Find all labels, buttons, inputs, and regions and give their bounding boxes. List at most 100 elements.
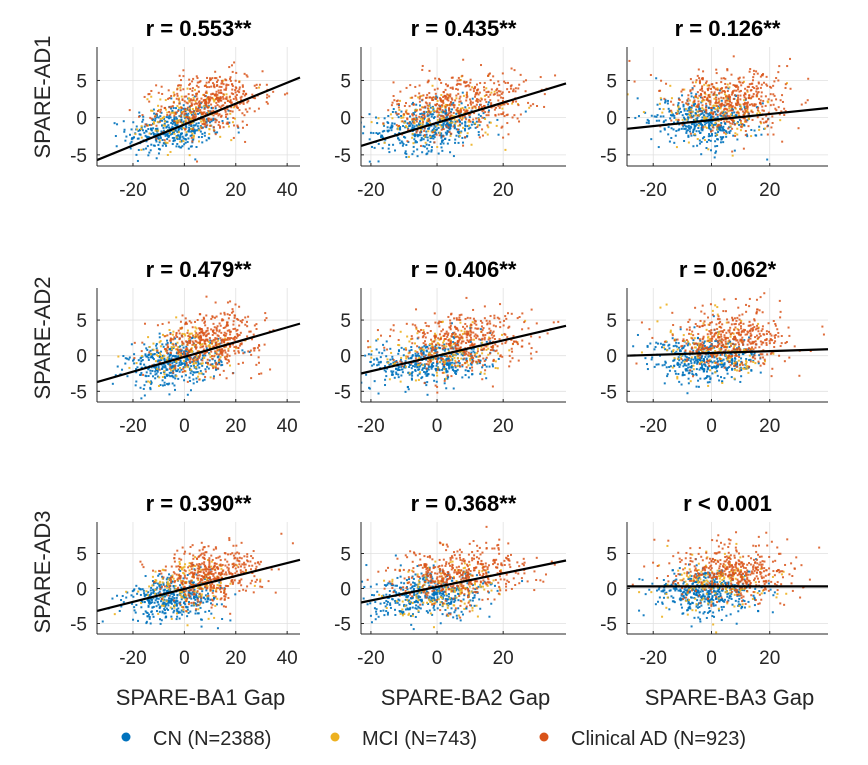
scatter-point-ad [726, 68, 729, 71]
scatter-point-ad [557, 320, 560, 323]
scatter-point-cn [432, 374, 435, 377]
scatter-point-cn [176, 143, 179, 146]
scatter-point-mci [207, 340, 210, 343]
scatter-point-ad [229, 110, 232, 113]
scatter-point-ad [200, 328, 203, 331]
scatter-point-ad [191, 117, 194, 120]
scatter-point-cn [395, 367, 398, 370]
scatter-point-mci [193, 336, 196, 339]
scatter-point-cn [387, 129, 390, 132]
scatter-point-mci [412, 142, 415, 145]
scatter-point-ad [202, 112, 205, 115]
scatter-point-cn [432, 113, 435, 116]
scatter-point-mci [178, 97, 181, 100]
scatter-point-ad [728, 98, 731, 101]
scatter-point-cn [141, 129, 144, 132]
scatter-point-ad [465, 296, 468, 299]
scatter-point-ad [204, 112, 207, 115]
scatter-point-mci [454, 359, 457, 362]
scatter-point-ad [742, 147, 745, 150]
scatter-point-cn [177, 364, 180, 367]
scatter-point-cn [161, 124, 164, 127]
scatter-point-ad [233, 336, 236, 339]
scatter-point-mci [197, 375, 200, 378]
scatter-point-cn [429, 106, 432, 109]
scatter-point-ad [206, 358, 209, 361]
scatter-point-mci [180, 95, 183, 98]
scatter-point-ad [219, 352, 222, 355]
scatter-point-cn [146, 349, 149, 352]
scatter-point-ad [784, 86, 787, 89]
scatter-point-ad [450, 97, 453, 100]
scatter-point-ad [204, 335, 207, 338]
scatter-point-ad [223, 331, 226, 334]
points-layer [111, 295, 275, 400]
scatter-point-ad [219, 312, 222, 315]
scatter-point-ad [718, 92, 721, 95]
scatter-point-mci [421, 118, 424, 121]
scatter-point-ad [507, 133, 510, 136]
scatter-point-cn [666, 102, 669, 105]
scatter-point-ad [415, 109, 418, 112]
scatter-point-cn [212, 375, 215, 378]
scatter-point-mci [428, 105, 431, 108]
scatter-point-cn [144, 374, 147, 377]
scatter-point-cn [636, 97, 639, 100]
scatter-point-ad [705, 109, 708, 112]
scatter-point-mci [222, 79, 225, 82]
scatter-point-cn [180, 362, 183, 365]
scatter-point-cn [166, 341, 169, 344]
scatter-point-cn [165, 343, 168, 346]
scatter-point-ad [503, 115, 506, 118]
scatter-point-cn [760, 133, 763, 136]
scatter-point-ad [498, 94, 501, 97]
scatter-point-ad [234, 95, 237, 98]
scatter-point-ad [469, 120, 472, 123]
scatter-point-cn [710, 109, 713, 112]
scatter-point-ad [689, 78, 692, 81]
scatter-point-cn [442, 110, 445, 113]
scatter-point-mci [209, 376, 212, 379]
scatter-point-cn [155, 365, 158, 368]
scatter-point-ad [774, 107, 777, 110]
scatter-point-ad [222, 349, 225, 352]
scatter-point-cn [174, 354, 177, 357]
scatter-point-mci [172, 330, 175, 333]
scatter-point-cn [379, 356, 382, 359]
scatter-point-ad [712, 93, 715, 96]
scatter-point-mci [229, 364, 232, 367]
scatter-point-cn [419, 104, 422, 107]
scatter-point-cn [145, 371, 148, 374]
scatter-point-ad [731, 120, 734, 123]
scatter-point-cn [687, 135, 690, 138]
scatter-point-cn [465, 357, 468, 360]
scatter-point-ad [168, 110, 171, 113]
scatter-point-cn [184, 374, 187, 377]
scatter-point-ad [734, 102, 737, 105]
scatter-point-mci [171, 342, 174, 345]
scatter-point-cn [708, 133, 711, 136]
scatter-point-ad [746, 89, 749, 92]
scatter-point-mci [705, 126, 708, 129]
scatter-point-cn [420, 127, 423, 130]
scatter-point-mci [729, 125, 732, 128]
scatter-point-ad [781, 140, 784, 143]
scatter-point-cn [656, 114, 659, 117]
scatter-point-mci [175, 348, 178, 351]
scatter-point-cn [187, 118, 190, 121]
scatter-point-mci [659, 97, 662, 100]
scatter-point-ad [232, 136, 235, 139]
scatter-point-cn [167, 124, 170, 127]
scatter-point-cn [708, 124, 711, 127]
scatter-point-ad [472, 359, 475, 362]
scatter-point-cn [122, 355, 125, 358]
scatter-point-mci [713, 97, 716, 100]
scatter-point-cn [707, 138, 710, 141]
scatter-point-cn [145, 135, 148, 138]
scatter-point-ad [396, 99, 399, 102]
scatter-point-ad [215, 326, 218, 329]
scatter-point-ad [205, 345, 208, 348]
scatter-point-ad [144, 123, 147, 126]
scatter-point-cn [397, 366, 400, 369]
scatter-point-ad [417, 330, 420, 333]
